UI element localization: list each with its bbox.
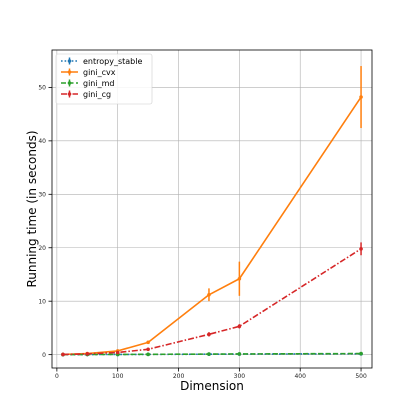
y-axis-label: Running time (in seconds) <box>25 130 39 287</box>
series-line-gini_cg <box>62 248 362 356</box>
series-line-gini_cvx <box>62 96 362 356</box>
data-point <box>146 347 150 352</box>
series-gini_cg <box>61 242 363 357</box>
series-line-entropy_stable <box>62 353 362 356</box>
data-point <box>237 352 242 356</box>
legend: entropy_stable gini_cvx gini_md gini_cg <box>55 53 153 105</box>
legend-marker-gini_cg <box>67 92 72 96</box>
y-tick-label: 40 <box>38 138 46 145</box>
legend-box <box>55 53 153 105</box>
plot-frame <box>51 49 373 369</box>
y-tick-label: 50 <box>38 85 46 92</box>
data-point <box>359 95 363 99</box>
legend-marker-gini_cvx <box>67 70 72 74</box>
legend-label-gini_cvx: gini_cvx <box>83 68 116 77</box>
x-tick-label: 200 <box>173 373 185 380</box>
legend-label-entropy_stable: entropy_stable <box>83 57 142 66</box>
legend-label-gini_cg: gini_cg <box>83 90 111 99</box>
y-tick-label: 30 <box>38 192 46 199</box>
data-point <box>359 247 363 251</box>
data-point <box>359 351 363 356</box>
x-tick-label: 0 <box>55 373 59 380</box>
data-point <box>207 332 211 337</box>
legend-marker-entropy_stable <box>67 59 72 63</box>
y-tick-label: 20 <box>38 245 46 252</box>
series-gini_cvx <box>61 66 363 357</box>
data-point <box>146 340 150 345</box>
data-point <box>207 292 211 297</box>
y-tick-label: 0 <box>42 352 46 359</box>
legend-marker-gini_md <box>67 81 72 85</box>
data-point <box>237 276 242 281</box>
y-tick-label: 10 <box>38 298 46 305</box>
data-point <box>237 324 242 329</box>
data-point <box>115 350 120 355</box>
data-point <box>61 352 65 357</box>
series-layer <box>61 66 363 357</box>
legend-label-gini_md: gini_md <box>83 79 114 88</box>
data-point <box>146 352 150 357</box>
axes: 0 100 200 300 400 500 0 10 20 30 40 50 <box>38 49 373 380</box>
x-tick-label: 300 <box>234 373 246 380</box>
x-tick-label: 100 <box>112 373 124 380</box>
x-tick-label: 400 <box>294 373 306 380</box>
x-tick-label: 500 <box>355 373 367 380</box>
data-point <box>85 352 90 356</box>
data-point <box>207 352 211 356</box>
x-axis-label: Dimension <box>180 379 244 393</box>
